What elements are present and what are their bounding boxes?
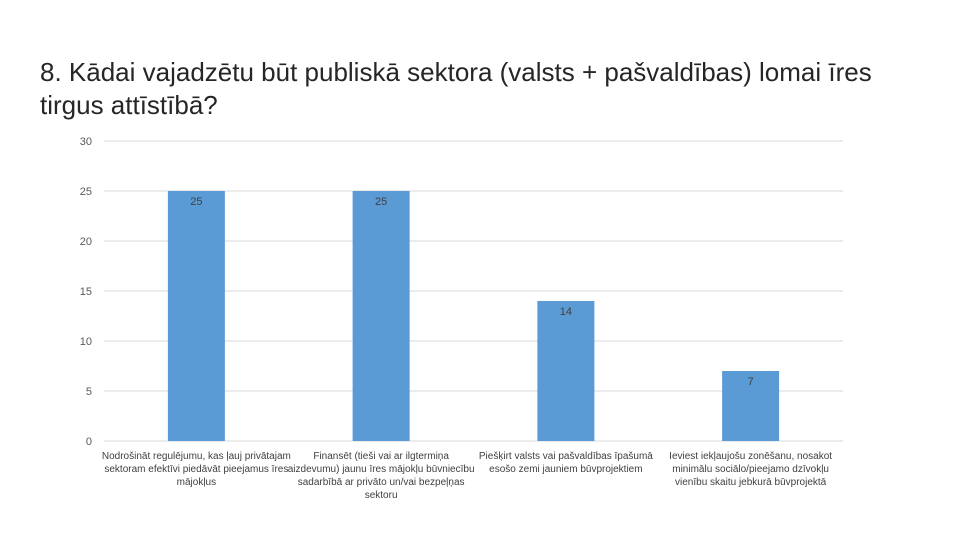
y-tick-label: 15 bbox=[80, 286, 92, 298]
y-tick-label: 5 bbox=[86, 386, 92, 398]
y-tick-label: 10 bbox=[80, 336, 92, 348]
data-label: 25 bbox=[190, 196, 202, 208]
y-tick-label: 30 bbox=[80, 136, 92, 148]
chart-title: 8. Kādai vajadzētu būt publiskā sektora … bbox=[40, 57, 872, 120]
y-tick-label: 25 bbox=[80, 186, 92, 198]
bars bbox=[167, 191, 780, 441]
y-axis-tick-labels: 0 5 10 15 20 25 30 bbox=[80, 136, 92, 448]
bar bbox=[537, 301, 595, 441]
data-label: 7 bbox=[748, 376, 754, 388]
data-labels: 25 25 14 7 bbox=[190, 196, 753, 388]
x-category-label: Piešķirt valsts vai pašvaldības īpašumā … bbox=[478, 451, 653, 475]
x-category-label: Ieviest iekļaujošu zonēšanu, nosakot min… bbox=[669, 451, 833, 488]
y-tick-label: 0 bbox=[86, 436, 92, 448]
x-category-label: Nodrošināt regulējumu, kas ļauj privātaj… bbox=[101, 451, 291, 488]
data-label: 25 bbox=[375, 196, 387, 208]
bar bbox=[352, 191, 410, 441]
bar bbox=[722, 371, 780, 441]
data-label: 14 bbox=[560, 306, 572, 318]
gridlines bbox=[104, 140, 843, 442]
bar bbox=[167, 191, 225, 441]
y-tick-label: 20 bbox=[80, 236, 92, 248]
x-category-label: Finansēt (tieši vai ar ilgtermiņa aizdev… bbox=[287, 451, 475, 501]
